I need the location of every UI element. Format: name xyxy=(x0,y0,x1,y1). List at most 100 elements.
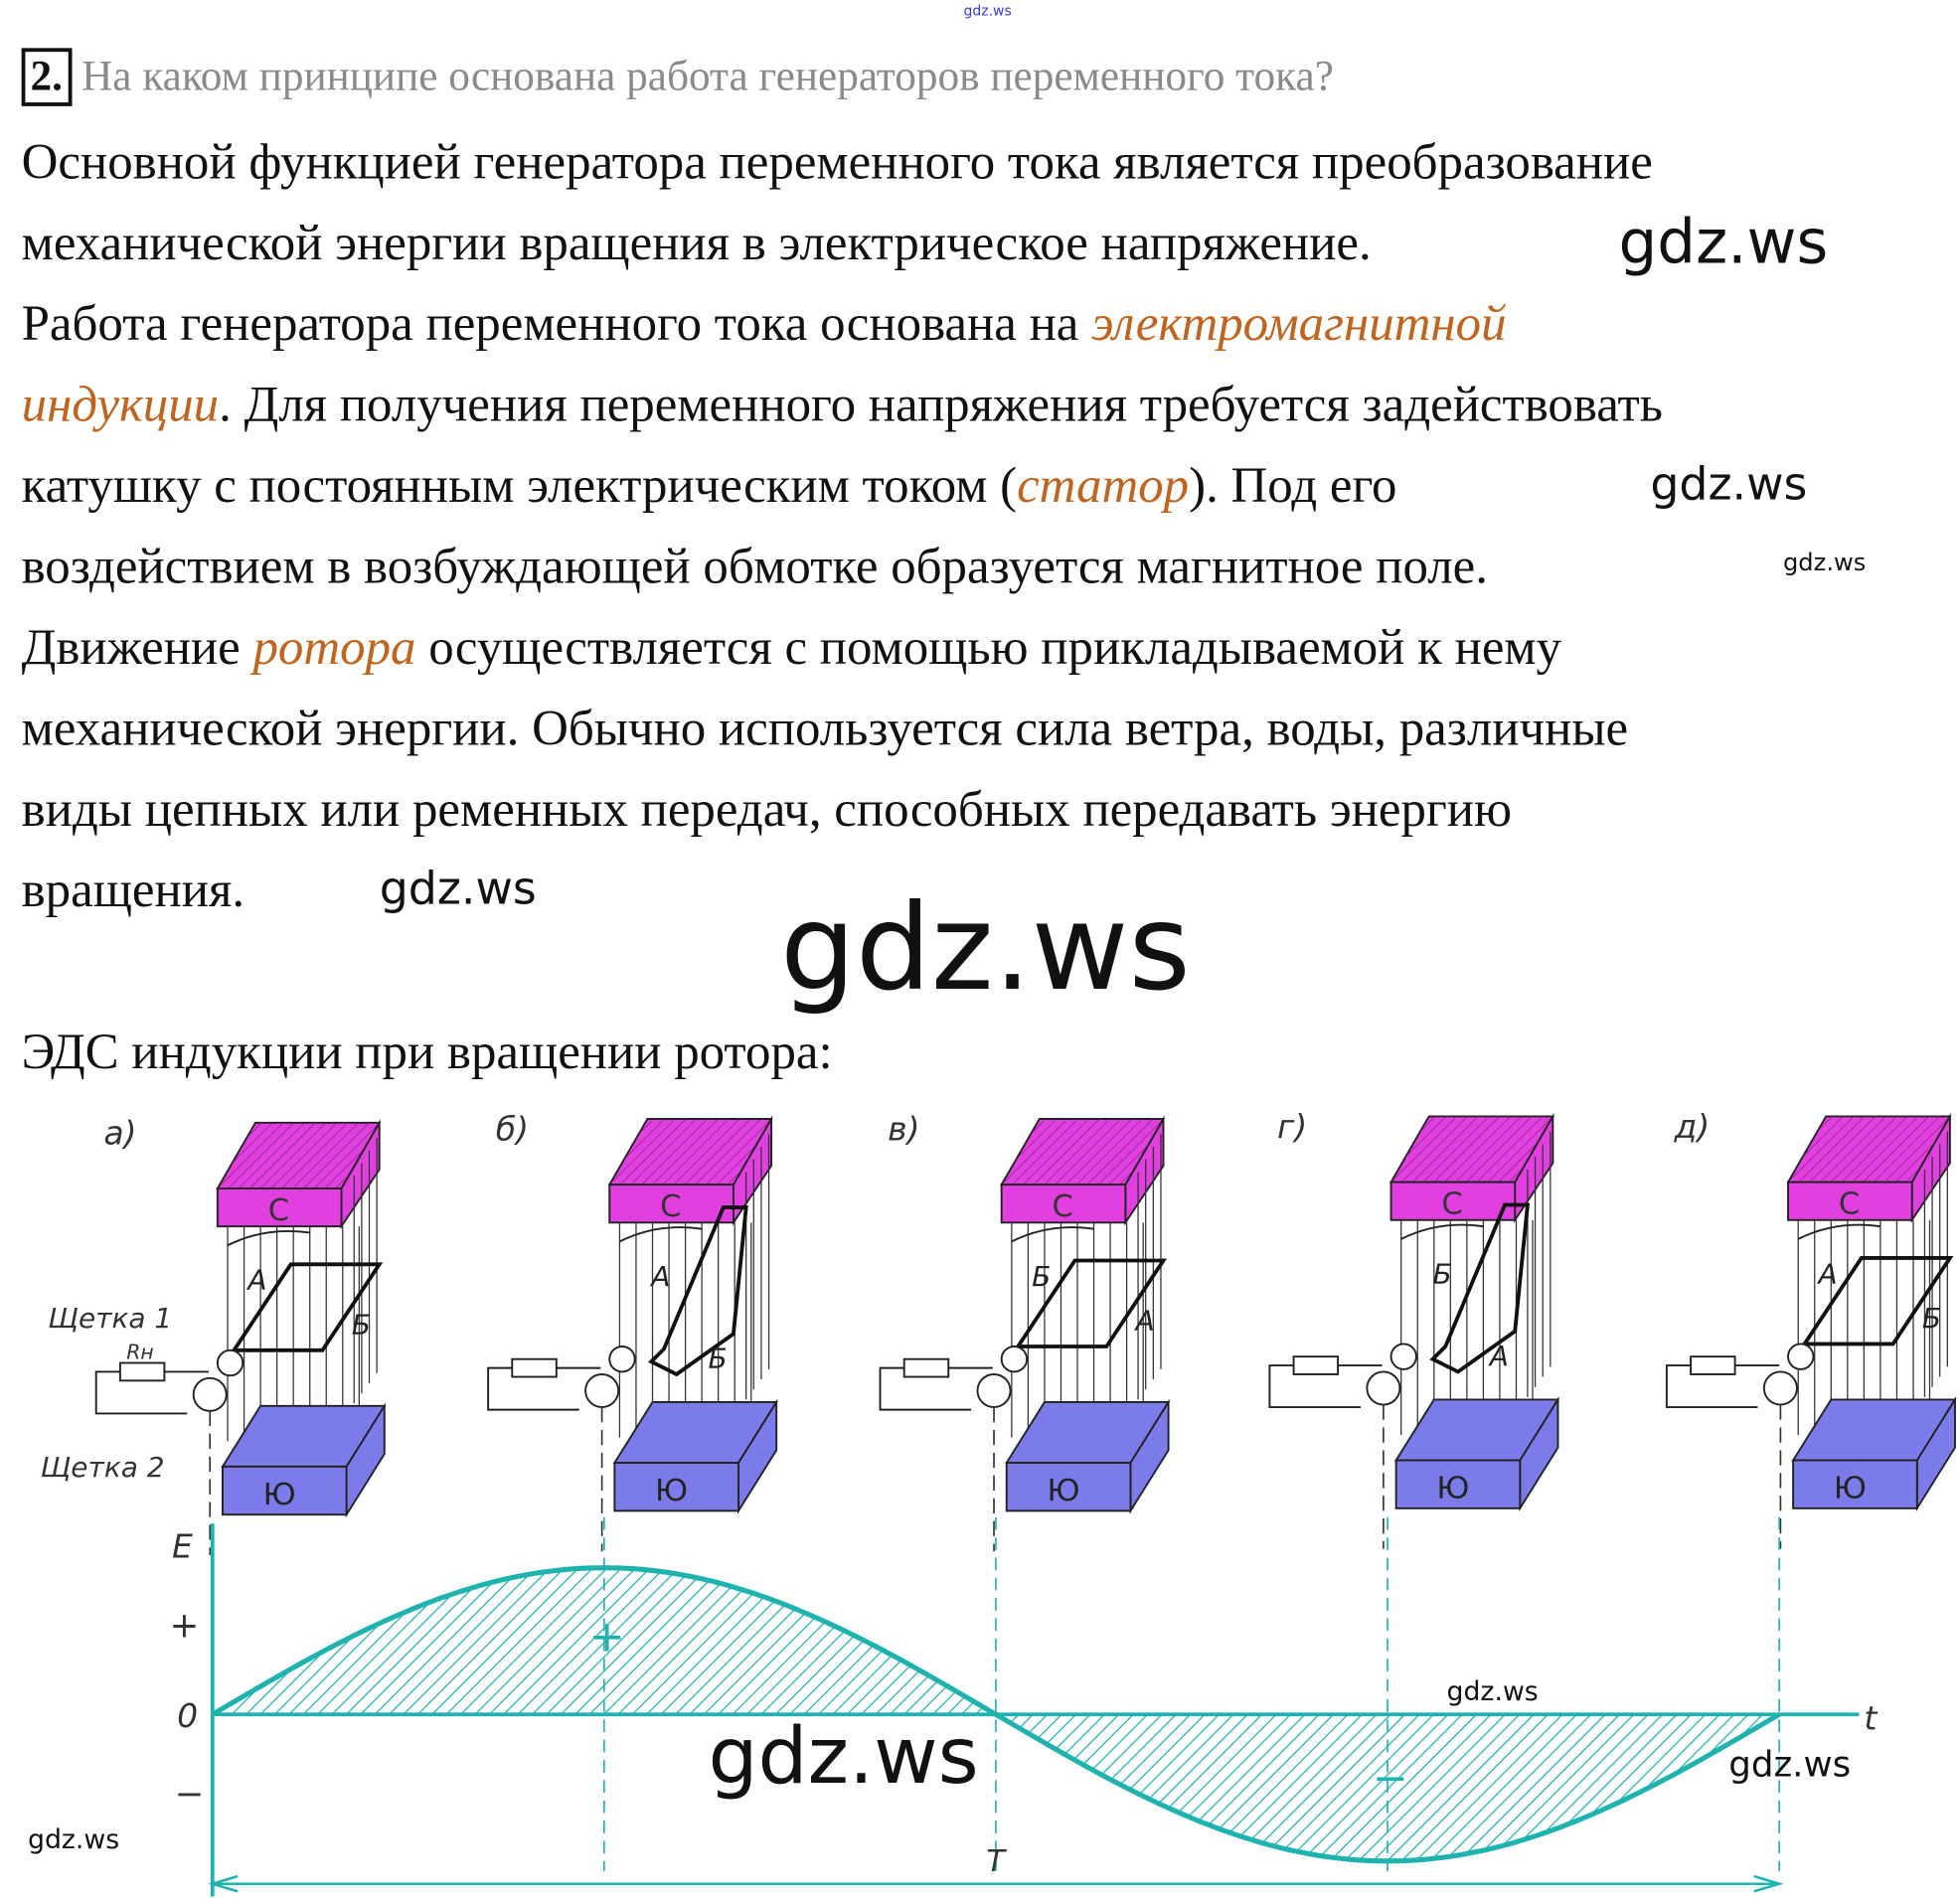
rotation-arrow xyxy=(1797,1223,1881,1240)
north-magnet-front xyxy=(1389,1181,1517,1221)
y-tick-label: 0 xyxy=(177,1696,198,1735)
watermark: gdz.ws xyxy=(1728,1743,1852,1786)
resistor xyxy=(1690,1355,1736,1375)
rotor-loop xyxy=(1801,1256,1954,1346)
period-arrowhead xyxy=(208,1874,239,1893)
answer-line: вращения. xyxy=(21,861,245,918)
question-text: На каком принципе основана работа генера… xyxy=(82,53,1334,100)
loop-side-label: Б xyxy=(708,1343,727,1375)
rotation-arrow xyxy=(1400,1223,1484,1240)
slip-ring xyxy=(1389,1343,1417,1370)
panel-label: д) xyxy=(1674,1107,1711,1146)
text: Движение xyxy=(21,618,253,676)
answer-line: Основной функцией генератора переменного… xyxy=(21,132,1653,190)
positive-area xyxy=(212,1567,996,1715)
slip-ring xyxy=(216,1348,245,1377)
north-magnet-front xyxy=(1000,1184,1127,1224)
loop-side-label: А xyxy=(1817,1257,1838,1290)
rotor-loop xyxy=(648,1205,748,1377)
watermark: gdz.ws xyxy=(1650,458,1808,512)
text: ). Под его xyxy=(1189,456,1397,514)
panel-label: а) xyxy=(103,1113,136,1152)
y-tick-label: + xyxy=(169,1606,199,1647)
question-number: 2. xyxy=(21,48,72,106)
north-magnet-front xyxy=(216,1187,343,1228)
text: катушку с постоянным электрическим током… xyxy=(21,456,1018,514)
watermark: gdz.ws xyxy=(1618,207,1829,278)
rotor-loop xyxy=(230,1262,384,1352)
x-axis-label: t xyxy=(1864,1699,1878,1738)
slip-ring xyxy=(1787,1343,1815,1370)
loop-side-label: А xyxy=(649,1260,670,1293)
slip-ring xyxy=(976,1373,1012,1409)
north-magnet-hatch xyxy=(1001,1118,1164,1186)
south-magnet-front xyxy=(1394,1459,1522,1509)
panel-label: б) xyxy=(496,1110,529,1149)
watermark: gdz.ws xyxy=(1782,549,1867,577)
answer-line: механической энергии вращения в электрич… xyxy=(21,214,1372,271)
south-pole-label: Ю xyxy=(1047,1474,1079,1508)
south-pole-label: Ю xyxy=(1436,1472,1469,1506)
slip-ring xyxy=(608,1345,636,1373)
south-pole-label: Ю xyxy=(263,1478,296,1512)
slip-ring xyxy=(1000,1345,1029,1373)
north-magnet-front xyxy=(1787,1181,1913,1221)
rotor-loop xyxy=(1429,1202,1531,1374)
resistor xyxy=(1292,1355,1340,1375)
rotation-arrow xyxy=(1011,1226,1094,1243)
y-tick-label: − xyxy=(175,1774,205,1815)
panel-label: г) xyxy=(1277,1107,1307,1146)
panel-label: в) xyxy=(888,1110,919,1149)
watermark: gdz.ws xyxy=(27,1823,120,1855)
north-pole-label: С xyxy=(1053,1189,1073,1224)
north-magnet-hatch xyxy=(1390,1116,1553,1183)
watermark: gdz.ws xyxy=(379,863,537,916)
period-label: T xyxy=(986,1844,1007,1879)
south-magnet-front xyxy=(221,1465,348,1516)
south-pole-label: Ю xyxy=(655,1474,688,1508)
text: . Для получения переменного напряжения т… xyxy=(219,375,1663,433)
term-highlight: статор xyxy=(1017,456,1190,514)
panel: в) С Ю Б А xyxy=(879,1110,1171,1552)
region-label: − xyxy=(1373,1754,1408,1804)
slip-ring xyxy=(192,1376,228,1412)
answer-line: механической энергии. Обычно используетс… xyxy=(21,699,1629,756)
loop-side-label: Б xyxy=(1032,1260,1051,1293)
loop-side-label: Б xyxy=(1922,1302,1941,1335)
y-axis-label: E xyxy=(172,1526,193,1565)
panel: д) С Ю А Б xyxy=(1665,1107,1957,1549)
slip-ring xyxy=(1366,1370,1401,1406)
answer-line: Движение ротора осуществляется с помощью… xyxy=(22,617,1561,677)
north-pole-label: С xyxy=(1839,1186,1860,1221)
north-pole-label: С xyxy=(1441,1186,1462,1221)
negative-area xyxy=(995,1714,1780,1861)
question: 2. На каком принципе основана работа гене… xyxy=(21,48,1334,106)
region-label: + xyxy=(589,1613,625,1662)
answer-line: индукции. Для получения переменного напр… xyxy=(22,375,1663,434)
loop-side-label: Б xyxy=(1433,1257,1452,1290)
answer-line: катушку с постоянным электрическим током… xyxy=(22,455,1397,515)
loop-side-label: А xyxy=(1134,1304,1155,1337)
slip-ring xyxy=(1762,1370,1798,1406)
watermark: gdz.ws xyxy=(780,879,1191,1019)
brush-1-label: Щетка 1 xyxy=(48,1302,172,1335)
text: Работа генератора переменного тока основ… xyxy=(21,294,1092,352)
term-highlight: ротора xyxy=(252,618,416,676)
north-magnet-hatch xyxy=(1788,1116,1950,1183)
resistor-label: Rн xyxy=(126,1341,153,1364)
term-highlight: электромагнитной xyxy=(1091,294,1507,352)
rotor-loop xyxy=(1014,1258,1168,1348)
slip-ring xyxy=(584,1373,620,1409)
north-magnet-hatch xyxy=(609,1118,772,1186)
panel: б) С Ю А Б xyxy=(487,1110,778,1552)
south-magnet-front xyxy=(1792,1459,1918,1509)
term-highlight: индукции xyxy=(21,375,220,433)
resistor xyxy=(511,1357,558,1378)
resistor xyxy=(118,1361,166,1382)
south-magnet-front xyxy=(1005,1462,1132,1512)
north-pole-label: С xyxy=(268,1193,289,1228)
panel: г) С Ю Б А xyxy=(1268,1107,1560,1549)
watermark: gdz.ws xyxy=(963,2,1012,20)
loop-side-label: А xyxy=(245,1264,266,1297)
